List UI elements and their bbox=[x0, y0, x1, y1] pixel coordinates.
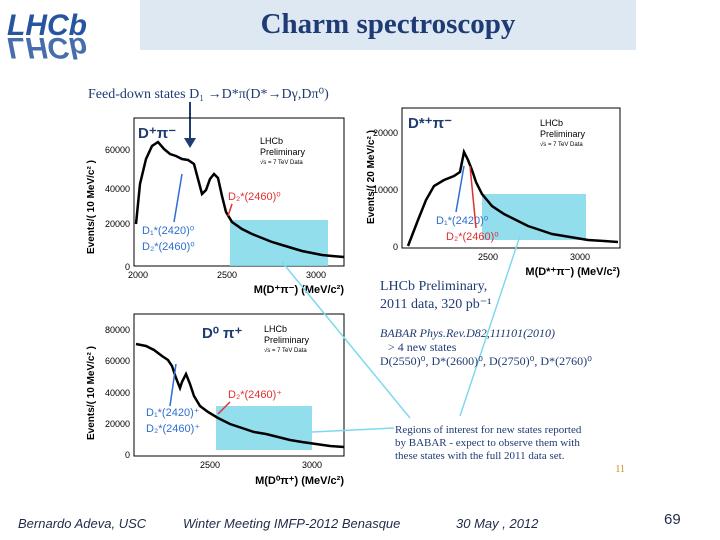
data-curve bbox=[134, 140, 345, 259]
xtick: 3000 bbox=[302, 460, 322, 470]
ytick: 0 bbox=[125, 450, 130, 460]
xtick: 3000 bbox=[570, 252, 590, 262]
plot-dstar-piminus: D*⁺π⁻ LHCb Preliminary √s = 7 TeV Data D… bbox=[366, 107, 621, 278]
regions-line-2: by BABAR - expect to observe them with bbox=[395, 437, 580, 449]
annotation-blue-1: D₁*(2420)⁰ bbox=[142, 225, 195, 237]
xtick: 2500 bbox=[217, 270, 237, 280]
ytick: 20000 bbox=[105, 419, 130, 429]
xtick: 2500 bbox=[200, 460, 220, 470]
lhcb-tag: LHCb bbox=[264, 324, 287, 334]
ytick: 80000 bbox=[105, 325, 130, 335]
xtick: 3000 bbox=[306, 270, 326, 280]
ytick: 20000 bbox=[373, 128, 398, 138]
preliminary-tag: Preliminary bbox=[540, 129, 586, 139]
highlight-region bbox=[216, 406, 312, 450]
ytick: 20000 bbox=[105, 219, 130, 229]
xtick: 2500 bbox=[478, 252, 498, 262]
energy-tag: √s = 7 TeV Data bbox=[264, 347, 307, 354]
x-axis-label: M(D⁺π⁻) (MeV/c²) bbox=[254, 284, 345, 296]
lhcb-prelim-note: LHCb Preliminary, 2011 data, 320 pb⁻¹ bbox=[380, 278, 620, 314]
highlight-region bbox=[482, 194, 586, 240]
annotation-red: D₂*(2460)⁰ bbox=[228, 191, 281, 203]
regions-page-number: 11 bbox=[615, 464, 625, 475]
babar-line-3: D(2550)⁰, D*(2600)⁰, D(2750)⁰, D*(2760)⁰ bbox=[380, 354, 592, 368]
lhcb-tag: LHCb bbox=[260, 136, 283, 146]
ytick: 10000 bbox=[373, 185, 398, 195]
y-axis-label: Events/( 20 MeV/c² ) bbox=[366, 130, 377, 224]
babar-line-1: BABAR Phys.Rev.D82,111101(2010) bbox=[380, 326, 556, 340]
annotation-red: D₂*(2460)⁰ bbox=[446, 231, 499, 243]
note-line-2: 2011 data, 320 pb⁻¹ bbox=[380, 297, 492, 312]
feed-down-arrow-icon bbox=[184, 102, 196, 148]
ytick: 40000 bbox=[105, 388, 130, 398]
ytick: 0 bbox=[393, 242, 398, 252]
regions-note: Regions of interest for new states repor… bbox=[395, 424, 655, 476]
svg-text:LHCb: LHCb bbox=[7, 31, 87, 64]
footer-author: Bernardo Adeva, USC bbox=[18, 516, 147, 531]
y-axis-label: Events/( 10 MeV/c² ) bbox=[86, 160, 97, 254]
footer-page-number: 69 bbox=[664, 511, 681, 528]
babar-line-2: > 4 new states bbox=[388, 340, 457, 354]
data-curve bbox=[135, 342, 345, 449]
annotation-blue-1: D₁*(2420)⁺ bbox=[146, 407, 200, 419]
ytick: 60000 bbox=[105, 145, 130, 155]
channel-label: D⁺π⁻ bbox=[138, 125, 176, 142]
regions-line-1: Regions of interest for new states repor… bbox=[395, 424, 582, 436]
x-axis-label: M(D*⁺π⁻) (MeV/c²) bbox=[525, 266, 620, 278]
y-axis-label: Events/( 10 MeV/c² ) bbox=[86, 346, 97, 440]
annotation-red: D₂*(2460)⁺ bbox=[228, 389, 282, 401]
title-bar bbox=[140, 0, 636, 50]
data-curve bbox=[406, 148, 619, 247]
regions-line-3: these states with the full 2011 data set… bbox=[395, 450, 565, 462]
annotation-blue-2: D₂*(2460)⁰ bbox=[142, 241, 195, 253]
page-title: Charm spectroscopy bbox=[260, 8, 516, 40]
ytick: 0 bbox=[125, 262, 130, 272]
plot-d0-piplus: D⁰ π⁺ LHCb Preliminary √s = 7 TeV Data D… bbox=[86, 313, 345, 487]
lhcb-logo: LHCb LHCb bbox=[3, 3, 111, 73]
footer-date: 30 May , 2012 bbox=[456, 516, 539, 531]
xtick: 2000 bbox=[128, 270, 148, 280]
ytick: 40000 bbox=[105, 184, 130, 194]
lhcb-tag: LHCb bbox=[540, 118, 563, 128]
note-line-1: LHCb Preliminary, bbox=[380, 279, 488, 294]
channel-label: D⁰ π⁺ bbox=[202, 325, 242, 342]
annotation-blue-2: D₂*(2460)⁺ bbox=[146, 423, 200, 435]
footer-meeting: Winter Meeting IMFP-2012 Benasque bbox=[183, 516, 401, 531]
plot-dplus-piminus: D⁺π⁻ LHCb Preliminary √s = 7 TeV Data D₂… bbox=[86, 117, 345, 296]
channel-label: D*⁺π⁻ bbox=[408, 115, 452, 132]
ytick: 60000 bbox=[105, 356, 130, 366]
svg-text:LHCb: LHCb bbox=[7, 9, 87, 42]
preliminary-tag: Preliminary bbox=[264, 335, 310, 345]
babar-reference: BABAR Phys.Rev.D82,111101(2010) > 4 new … bbox=[380, 326, 700, 368]
feed-down-label: Feed-down states D₁ →D*π(D*→Dγ,Dπ⁰) bbox=[88, 87, 329, 102]
x-axis-label: M(D⁰π⁺) (MeV/c²) bbox=[255, 475, 344, 487]
preliminary-tag: Preliminary bbox=[260, 147, 306, 157]
annotation-blue: D₁*(2420)⁰ bbox=[436, 215, 489, 227]
energy-tag: √s = 7 TeV Data bbox=[540, 141, 583, 148]
energy-tag: √s = 7 TeV Data bbox=[260, 159, 303, 166]
